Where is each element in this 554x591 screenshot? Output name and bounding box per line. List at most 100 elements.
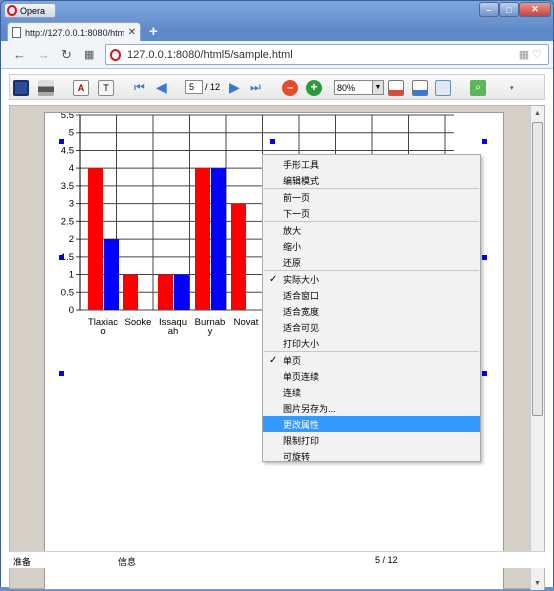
y-tick-label: 2.5 bbox=[61, 216, 74, 227]
context-menu-item[interactable]: 编辑模式 bbox=[263, 172, 480, 188]
selection-handle[interactable] bbox=[59, 139, 64, 144]
context-menu-item[interactable]: 手形工具 bbox=[263, 156, 480, 172]
address-bar[interactable]: 127.0.0.1:8080/html5/sample.html ▦ ♡ bbox=[105, 44, 549, 65]
zoom-in-button[interactable]: + bbox=[306, 79, 322, 96]
menu-separator bbox=[264, 221, 479, 222]
print-button[interactable] bbox=[38, 79, 54, 96]
scroll-up-icon[interactable]: ▲ bbox=[534, 109, 541, 117]
context-menu-item[interactable]: 适合宽度 bbox=[263, 303, 480, 319]
scroll-down-icon[interactable]: ▼ bbox=[534, 579, 541, 587]
browser-tab[interactable]: http://127.0.0.1:8080/htm ✕ bbox=[7, 22, 141, 42]
last-page-button[interactable]: ⏭ bbox=[250, 79, 261, 96]
previous-page-button[interactable]: ◀ bbox=[156, 79, 167, 96]
menu-separator bbox=[264, 270, 479, 271]
context-menu-item[interactable]: 下一页 bbox=[263, 205, 480, 221]
context-menu-item[interactable]: 连续 bbox=[263, 384, 480, 400]
context-menu-item[interactable]: 放大 bbox=[263, 222, 480, 238]
speed-dial-icon[interactable]: ▦ bbox=[84, 49, 95, 61]
check-icon: ✓ bbox=[269, 273, 278, 285]
selection-handle[interactable] bbox=[270, 139, 275, 144]
zoom-out-button[interactable]: – bbox=[282, 79, 298, 96]
bar bbox=[211, 168, 226, 310]
bar bbox=[174, 274, 189, 310]
context-menu-item[interactable]: ✓ 实际大小 bbox=[263, 271, 480, 287]
context-menu: 手形工具编辑模式 前一页下一页放大缩小还原 ✓ 实际大小 适合窗口适合宽度适合可见打印大… bbox=[262, 154, 481, 462]
scrollbar-thumb[interactable] bbox=[532, 122, 543, 416]
context-menu-item-label: 手形工具 bbox=[283, 159, 320, 170]
selection-handle[interactable] bbox=[482, 139, 487, 144]
context-menu-item-label: 适合宽度 bbox=[283, 306, 320, 317]
context-menu-item[interactable]: 适合窗口 bbox=[263, 287, 480, 303]
context-menu-item-label: 下一页 bbox=[283, 208, 311, 219]
tab-bar: http://127.0.0.1:8080/htm ✕ + bbox=[1, 19, 553, 42]
selection-handle[interactable] bbox=[59, 255, 64, 260]
reload-icon[interactable]: ↻ bbox=[61, 47, 72, 62]
viewer-toolbar: A T ⏮ ◀ 5 / 12 ▶ ⏭ – + 80% ▼ ⌕ ▾ bbox=[9, 74, 545, 100]
search-button[interactable]: ⌕ bbox=[470, 79, 486, 96]
first-page-button[interactable]: ⏮ bbox=[134, 79, 145, 96]
forward-icon[interactable]: → bbox=[37, 47, 50, 62]
back-icon[interactable]: ← bbox=[13, 47, 26, 62]
new-tab-icon[interactable]: + bbox=[149, 23, 158, 40]
menu-separator bbox=[264, 351, 479, 352]
x-tick-label: Tlaxiac bbox=[88, 317, 118, 328]
context-menu-item[interactable]: 缩小 bbox=[263, 238, 480, 254]
y-tick-label: 5.5 bbox=[61, 113, 74, 121]
toolbar-more-button[interactable]: ▾ bbox=[510, 79, 514, 96]
close-window-button[interactable]: ✕ bbox=[519, 2, 551, 17]
close-icon: ✕ bbox=[531, 4, 539, 14]
fit-visible-button[interactable] bbox=[435, 79, 451, 96]
context-menu-item[interactable]: 单页连续 bbox=[263, 368, 480, 384]
context-menu-item[interactable]: 适合可见 bbox=[263, 319, 480, 335]
document-icon bbox=[12, 27, 21, 38]
context-menu-item[interactable]: 图片另存为... bbox=[263, 400, 480, 416]
context-menu-item-label: 缩小 bbox=[283, 241, 302, 252]
x-tick-label: Issaqu bbox=[159, 317, 187, 328]
next-page-icon: ▶ bbox=[229, 79, 240, 95]
context-menu-item[interactable]: 还原 bbox=[263, 254, 480, 270]
context-menu-item[interactable]: ✓ 单页 bbox=[263, 352, 480, 368]
previous-page-icon: ◀ bbox=[156, 79, 167, 95]
chevron-down-icon: ▾ bbox=[510, 84, 514, 92]
selection-handle[interactable] bbox=[482, 255, 487, 260]
zoom-value: 80% bbox=[337, 82, 356, 93]
context-menu-item[interactable]: 可旋转 bbox=[263, 448, 480, 464]
save-button[interactable] bbox=[13, 79, 29, 96]
tab-close-icon[interactable]: ✕ bbox=[127, 27, 136, 38]
opera-menu-button[interactable]: Opera bbox=[4, 3, 56, 18]
context-menu-item[interactable]: 更改属性 bbox=[263, 416, 480, 432]
selection-handle[interactable] bbox=[59, 371, 64, 376]
x-tick-label: ah bbox=[168, 326, 179, 337]
chevron-down-icon: ▼ bbox=[372, 81, 383, 94]
page-number-input[interactable]: 5 bbox=[185, 80, 203, 94]
maximize-icon: □ bbox=[506, 4, 512, 15]
status-bar: 准备 信息 5 / 12 bbox=[9, 551, 545, 568]
fit-page-button[interactable] bbox=[388, 79, 404, 96]
minimize-button[interactable]: – bbox=[479, 2, 499, 17]
bookmark-heart-icon[interactable]: ▦ ♡ bbox=[518, 49, 542, 61]
zoom-select[interactable]: 80% ▼ bbox=[334, 80, 384, 95]
selection-handle[interactable] bbox=[482, 371, 487, 376]
y-tick-label: 0.5 bbox=[61, 287, 74, 298]
maximize-button[interactable]: □ bbox=[499, 2, 519, 17]
vertical-scrollbar[interactable]: ▲ ▼ bbox=[530, 106, 544, 590]
x-tick-label: Novat bbox=[234, 317, 259, 328]
y-tick-label: 3 bbox=[69, 199, 74, 210]
fit-visible-icon bbox=[435, 79, 451, 96]
x-tick-label: y bbox=[208, 326, 213, 337]
menu-separator bbox=[264, 188, 479, 189]
context-menu-item-label: 适合可见 bbox=[283, 322, 320, 333]
zoom-out-icon: – bbox=[282, 79, 298, 96]
context-menu-item-label: 单页连续 bbox=[283, 371, 320, 382]
context-menu-item-label: 放大 bbox=[283, 225, 302, 236]
status-page: 5 / 12 bbox=[375, 555, 398, 565]
fit-width-button[interactable] bbox=[412, 79, 428, 96]
text-button[interactable]: A bbox=[73, 79, 89, 96]
properties-button[interactable]: T bbox=[98, 79, 114, 96]
context-menu-item[interactable]: 前一页 bbox=[263, 189, 480, 205]
context-menu-item-label: 限制打印 bbox=[283, 435, 320, 446]
y-tick-label: 0 bbox=[69, 305, 74, 316]
context-menu-item[interactable]: 限制打印 bbox=[263, 432, 480, 448]
next-page-button[interactable]: ▶ bbox=[229, 79, 240, 96]
context-menu-item[interactable]: 打印大小 bbox=[263, 335, 480, 351]
